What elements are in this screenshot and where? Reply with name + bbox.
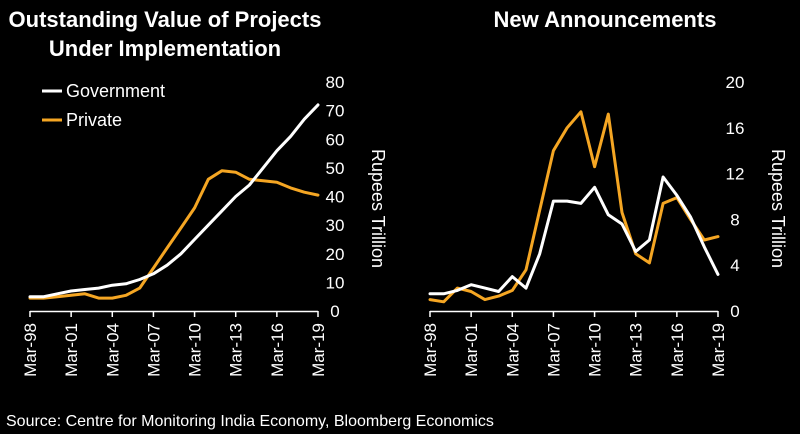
x-tick-label-1-4: Mar-10 <box>586 323 605 377</box>
x-tick-label-0-2: Mar-04 <box>103 323 122 377</box>
x-tick-label-1-1: Mar-01 <box>462 323 481 377</box>
y-tick-label-0-3: 30 <box>326 216 345 235</box>
x-tick-label-0-4: Mar-10 <box>186 323 205 377</box>
y-tick-label-0-1: 10 <box>326 273 345 292</box>
right-chart-y-axis-label: Rupees Trillion <box>768 149 788 268</box>
x-tick-label-0-5: Mar-13 <box>227 323 246 377</box>
y-tick-label-1-1: 4 <box>730 256 739 275</box>
y-tick-label-0-8: 80 <box>326 73 345 92</box>
x-tick-label-0-6: Mar-16 <box>268 323 287 377</box>
legend-label-government: Government <box>66 81 165 101</box>
x-tick-label-1-2: Mar-04 <box>503 323 522 377</box>
x-tick-label-1-3: Mar-07 <box>544 323 563 377</box>
y-tick-label-0-2: 20 <box>326 245 345 264</box>
x-tick-label-0-3: Mar-07 <box>144 323 163 377</box>
x-tick-label-1-0: Mar-98 <box>421 323 440 377</box>
y-tick-label-1-5: 20 <box>726 73 745 92</box>
x-tick-label-1-6: Mar-16 <box>668 323 687 377</box>
y-tick-label-1-4: 16 <box>726 119 745 138</box>
series-line-government-1 <box>428 175 720 296</box>
legend-label-private: Private <box>66 110 122 130</box>
x-tick-label-0-0: Mar-98 <box>21 323 40 377</box>
x-tick-label-1-7: Mar-19 <box>709 323 728 377</box>
left-chart-y-axis-label: Rupees Trillion <box>368 149 388 268</box>
y-tick-label-0-0: 0 <box>330 302 339 321</box>
series-line-private-1 <box>428 110 720 304</box>
x-tick-label-1-5: Mar-13 <box>627 323 646 377</box>
y-tick-label-1-2: 8 <box>730 210 739 229</box>
y-tick-label-0-5: 50 <box>326 159 345 178</box>
y-tick-label-0-6: 60 <box>326 130 345 149</box>
y-tick-label-1-0: 0 <box>730 302 739 321</box>
series-line-private-0 <box>28 169 320 300</box>
left-chart-title-line-2: Under Implementation <box>49 36 281 61</box>
left-chart-title-line-1: Outstanding Value of Projects <box>9 7 322 32</box>
right-chart-title: New Announcements <box>494 7 717 32</box>
y-tick-label-0-7: 70 <box>326 102 345 121</box>
series-line-government-0 <box>28 103 320 299</box>
x-tick-label-0-7: Mar-19 <box>309 323 328 377</box>
y-tick-label-1-3: 12 <box>726 165 745 184</box>
y-tick-label-0-4: 40 <box>326 188 345 207</box>
source-note: Source: Centre for Monitoring India Econ… <box>6 413 494 430</box>
x-tick-label-0-1: Mar-01 <box>62 323 81 377</box>
